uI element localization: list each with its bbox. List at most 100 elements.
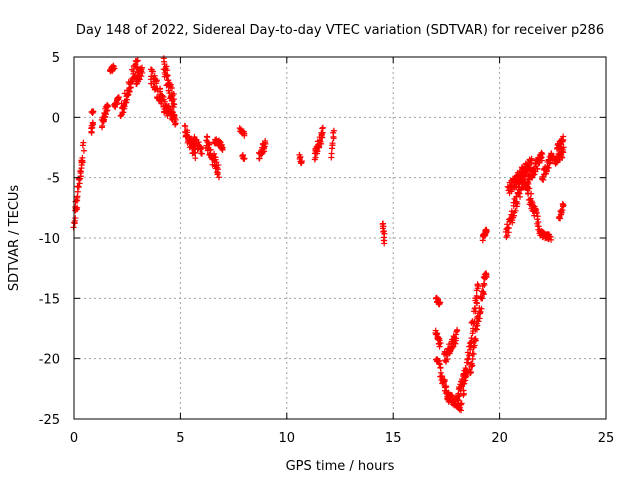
data-point bbox=[167, 83, 174, 90]
data-point bbox=[528, 190, 535, 197]
data-point bbox=[241, 132, 248, 139]
data-point bbox=[481, 291, 488, 298]
data-point bbox=[518, 164, 525, 171]
data-point bbox=[330, 127, 337, 134]
x-tick-label: 10 bbox=[279, 431, 296, 446]
data-point bbox=[72, 215, 79, 222]
data-point bbox=[464, 356, 471, 363]
data-point bbox=[184, 127, 191, 134]
data-point bbox=[98, 124, 105, 131]
data-point bbox=[80, 147, 87, 154]
data-point bbox=[165, 77, 172, 84]
data-point bbox=[504, 232, 511, 239]
data-point bbox=[457, 401, 464, 408]
data-point bbox=[514, 200, 521, 207]
data-point bbox=[470, 351, 477, 358]
data-point bbox=[79, 142, 86, 149]
data-point bbox=[138, 73, 145, 80]
data-point bbox=[521, 170, 528, 177]
data-point bbox=[319, 124, 326, 131]
grid-lines bbox=[74, 57, 606, 419]
data-point bbox=[314, 148, 321, 155]
data-point bbox=[468, 360, 475, 367]
data-point bbox=[115, 96, 122, 103]
data-point bbox=[548, 236, 555, 243]
data-point bbox=[436, 361, 443, 368]
data-point bbox=[479, 295, 486, 302]
data-point bbox=[467, 368, 474, 375]
data-point bbox=[329, 140, 336, 147]
data-point bbox=[483, 228, 490, 234]
data-point bbox=[479, 237, 486, 244]
data-point bbox=[133, 58, 140, 65]
data-point bbox=[127, 84, 134, 91]
data-point bbox=[74, 204, 81, 211]
data-point bbox=[172, 116, 179, 123]
data-point bbox=[528, 159, 535, 166]
data-point bbox=[161, 98, 168, 105]
data-point bbox=[164, 72, 171, 79]
data-point bbox=[104, 101, 111, 108]
data-point bbox=[437, 299, 444, 306]
data-point bbox=[207, 146, 214, 153]
x-tick-label: 15 bbox=[385, 431, 402, 446]
data-point bbox=[530, 202, 537, 209]
data-point bbox=[466, 369, 473, 376]
data-point bbox=[478, 305, 485, 312]
data-point bbox=[557, 215, 564, 222]
data-point bbox=[475, 318, 482, 325]
data-point bbox=[90, 121, 97, 128]
x-tick-label: 20 bbox=[491, 431, 508, 446]
y-tick-label: 5 bbox=[52, 51, 60, 66]
data-point bbox=[474, 322, 481, 329]
data-point bbox=[126, 88, 133, 95]
chart-title: Day 148 of 2022, Sidereal Day-to-day VTE… bbox=[76, 23, 604, 38]
data-point bbox=[219, 146, 226, 153]
data-point bbox=[461, 380, 468, 387]
data-point bbox=[74, 188, 81, 195]
y-tick-label: -5 bbox=[47, 172, 60, 187]
data-point bbox=[454, 327, 461, 334]
data-point bbox=[111, 65, 118, 72]
data-point bbox=[104, 103, 111, 110]
x-tick-label: 25 bbox=[598, 431, 615, 446]
x-tick-label: 0 bbox=[70, 431, 78, 446]
data-point bbox=[139, 69, 146, 76]
x-tick-label: 5 bbox=[176, 431, 184, 446]
data-point bbox=[474, 300, 481, 307]
data-point bbox=[79, 157, 86, 164]
data-point bbox=[206, 141, 213, 148]
data-point bbox=[531, 171, 538, 178]
data-point bbox=[441, 378, 448, 385]
data-point bbox=[153, 78, 160, 85]
data-point bbox=[89, 124, 96, 131]
data-point bbox=[215, 162, 222, 169]
data-point bbox=[138, 66, 145, 73]
data-point bbox=[156, 85, 163, 92]
data-point bbox=[473, 292, 480, 299]
data-point bbox=[513, 183, 520, 190]
y-tick-label: 0 bbox=[52, 111, 60, 126]
data-point bbox=[149, 68, 156, 75]
data-point bbox=[558, 153, 565, 160]
data-point bbox=[215, 174, 222, 181]
y-axis-label: SDTVAR / TECUs bbox=[7, 185, 22, 292]
data-point bbox=[136, 76, 143, 83]
data-point bbox=[171, 112, 178, 119]
data-point bbox=[534, 213, 541, 220]
data-point bbox=[525, 179, 532, 186]
data-point bbox=[549, 152, 556, 159]
data-point bbox=[481, 281, 488, 288]
data-point bbox=[170, 90, 177, 97]
data-point bbox=[182, 123, 189, 130]
data-point bbox=[298, 158, 305, 165]
data-point bbox=[123, 96, 130, 103]
data-point bbox=[483, 271, 490, 278]
data-point bbox=[381, 237, 388, 244]
data-point bbox=[533, 210, 540, 217]
data-point bbox=[477, 310, 484, 317]
data-point bbox=[198, 150, 205, 157]
data-point bbox=[436, 337, 443, 344]
data-point bbox=[262, 140, 269, 147]
data-series bbox=[70, 55, 567, 414]
